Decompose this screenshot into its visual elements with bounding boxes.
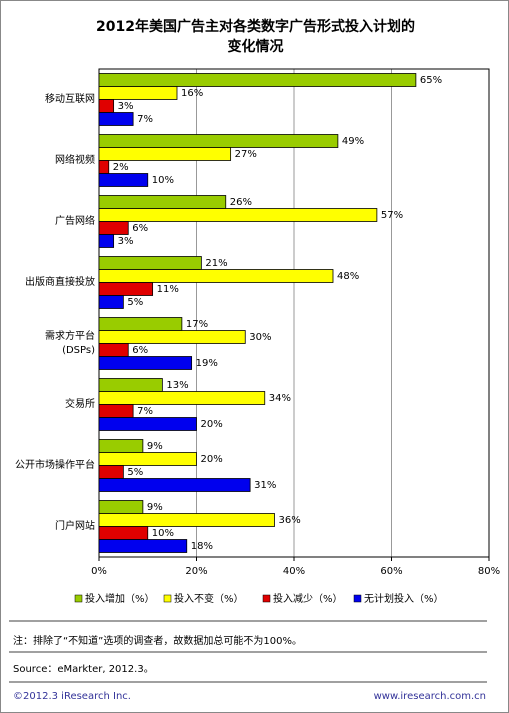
data-label: 7% [137,406,153,417]
data-label: 13% [166,380,188,391]
x-tick-label: 40% [283,566,305,577]
bar [98,513,275,527]
data-label: 65% [420,75,442,86]
bar [98,99,115,113]
data-label: 26% [230,197,252,208]
source: Source：eMarkter, 2012.3。 [13,664,154,675]
data-label: 11% [157,284,179,295]
data-label: 6% [132,223,148,234]
bar [98,86,178,100]
data-label: 36% [279,515,301,526]
data-label: 3% [118,101,134,112]
data-label: 21% [205,258,227,269]
bar [98,295,124,309]
data-label: 6% [132,345,148,356]
bar [98,404,134,418]
bar [98,452,197,466]
legend-label: 投入不变（%） [174,592,244,605]
data-label: 9% [147,441,163,452]
legend-label: 无计划投入（%） [364,592,444,605]
data-label: 20% [201,454,223,465]
legend-swatch [163,594,172,603]
data-label: 31% [254,480,276,491]
y-tick-label: 移动互联网 [45,93,95,105]
footer-left: ©2012.3 iResearch Inc. [13,691,131,702]
data-label: 3% [118,236,134,247]
bar [98,147,232,161]
x-tick-label: 60% [380,566,402,577]
bar [98,526,149,540]
bar [98,439,144,453]
legend-swatch [74,594,83,603]
bar [98,356,193,370]
data-label: 5% [127,297,143,308]
data-label: 7% [137,114,153,125]
bar [98,391,266,405]
legend-swatch [262,594,271,603]
bar [98,221,129,235]
data-label: 20% [201,419,223,430]
chart-title: 2012年美国广告主对各类数字广告形式投入计划的 变化情况 [96,19,415,55]
x-tick-label: 80% [478,566,500,577]
data-label: 48% [337,271,359,282]
y-tick-label: 需求方平台 (DSPs) [45,330,95,356]
bar [98,378,163,392]
data-label: 27% [235,149,257,160]
bar [98,195,227,209]
bar [98,330,246,344]
bar [98,256,202,270]
bar [98,282,154,296]
bar [98,465,124,479]
data-label: 10% [152,175,174,186]
note: 注：排除了“不知道”选项的调查者，故数据加总可能不为100%。 [13,636,302,647]
y-tick-label: 交易所 [65,398,95,410]
y-tick-label: 出版商直接投放 [25,276,95,288]
data-label: 16% [181,88,203,99]
data-label: 10% [152,528,174,539]
bar [98,160,110,174]
data-label: 17% [186,319,208,330]
y-tick-label: 公开市场操作平台 [15,459,95,471]
data-label: 18% [191,541,213,552]
bar [98,269,334,283]
bar [98,500,144,514]
data-label: 9% [147,502,163,513]
data-label: 30% [249,332,271,343]
x-tick-label: 0% [91,566,107,577]
plot-frame [98,68,490,558]
bar [98,173,149,187]
y-tick-label: 网络视频 [55,154,95,166]
bar [98,73,417,87]
bar [98,343,129,357]
data-label: 19% [196,358,218,369]
y-tick-label: 门户网站 [55,520,95,532]
y-tick-label: 广告网络 [55,215,95,227]
bar [98,234,115,248]
data-label: 5% [127,467,143,478]
bar [98,134,339,148]
data-label: 2% [113,162,129,173]
bar [98,112,134,126]
footer-right: www.iresearch.com.cn [373,691,486,702]
data-label: 57% [381,210,403,221]
legend-swatch [353,594,362,603]
bar [98,478,251,492]
bar [98,417,197,431]
data-label: 34% [269,393,291,404]
x-tick-label: 20% [185,566,207,577]
legend-label: 投入减少（%） [273,592,343,605]
bar [98,317,183,331]
data-label: 49% [342,136,364,147]
bar [98,539,188,553]
bar [98,208,378,222]
legend-label: 投入增加（%） [85,592,155,605]
